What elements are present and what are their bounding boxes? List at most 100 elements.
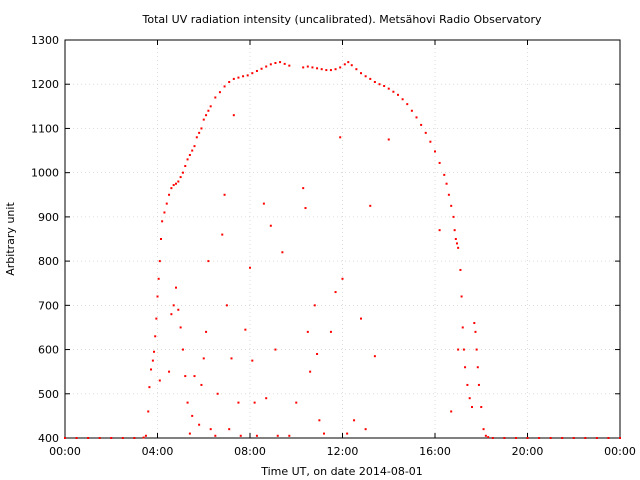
data-point	[200, 127, 203, 130]
data-point	[209, 105, 212, 108]
data-point	[369, 77, 372, 80]
data-point	[232, 114, 235, 117]
data-point	[191, 149, 194, 152]
y-tick-label: 900	[38, 211, 59, 224]
data-point	[133, 437, 136, 439]
data-point	[503, 437, 506, 439]
data-point	[205, 114, 208, 117]
x-tick-label: 16:00	[419, 445, 451, 458]
data-point	[353, 419, 356, 422]
data-point	[198, 131, 201, 134]
data-point	[153, 350, 156, 353]
data-point	[459, 268, 462, 271]
data-point	[269, 63, 272, 66]
data-point	[147, 410, 150, 413]
gridlines	[65, 40, 620, 438]
data-point	[151, 359, 154, 362]
data-point	[159, 238, 162, 240]
data-point	[184, 165, 187, 168]
data-point	[223, 193, 226, 196]
data-point	[429, 140, 432, 143]
data-point	[320, 68, 323, 71]
data-point	[453, 229, 456, 232]
data-point	[98, 437, 101, 439]
data-point	[424, 131, 427, 134]
y-tick-label: 600	[38, 344, 59, 357]
data-point	[341, 277, 344, 280]
data-point	[253, 401, 256, 404]
data-point	[269, 224, 272, 227]
data-point	[156, 295, 159, 298]
data-point	[202, 118, 205, 121]
data-point	[455, 242, 458, 245]
data-point	[237, 76, 240, 79]
data-point	[572, 437, 575, 439]
data-point	[462, 348, 465, 351]
chart-title: Total UV radiation intensity (uncalibrat…	[142, 13, 542, 26]
data-point	[198, 423, 201, 426]
data-point	[150, 368, 153, 371]
data-point	[397, 93, 399, 96]
y-tick-label: 400	[38, 432, 59, 445]
data-point	[325, 69, 328, 72]
data-point	[447, 193, 450, 196]
data-point	[177, 308, 180, 311]
data-point	[262, 202, 265, 205]
data-point	[283, 62, 286, 65]
data-point	[619, 437, 621, 439]
data-point	[188, 153, 191, 156]
data-point	[387, 138, 390, 141]
data-point	[276, 434, 279, 437]
data-point	[401, 98, 404, 101]
data-point	[242, 75, 245, 78]
data-point	[228, 81, 231, 84]
data-point	[464, 366, 467, 369]
data-point	[274, 62, 277, 64]
data-point	[221, 233, 224, 236]
data-points	[64, 61, 621, 439]
data-point	[476, 366, 479, 369]
data-point	[477, 383, 480, 386]
data-point	[251, 359, 254, 362]
data-point	[202, 357, 205, 360]
data-point	[216, 392, 219, 395]
data-point	[323, 432, 325, 435]
data-point	[172, 304, 175, 307]
data-point	[475, 348, 478, 351]
data-point	[420, 123, 423, 126]
data-point	[360, 317, 362, 320]
y-tick-label: 800	[38, 255, 59, 268]
data-point	[255, 69, 258, 72]
data-point	[195, 136, 198, 139]
x-tick-label: 04:00	[142, 445, 174, 458]
data-point	[249, 266, 251, 269]
data-point	[193, 375, 196, 378]
data-point	[205, 330, 208, 333]
data-point	[218, 91, 221, 94]
data-point	[186, 158, 189, 161]
data-point	[142, 436, 145, 439]
axis-ticks: 400 500 600 700 800 900 1000 1100 1200 1300 00:00 0…	[31, 34, 636, 458]
data-point	[487, 436, 490, 439]
y-axis-label: Arbitrary unit	[4, 202, 17, 276]
data-point	[383, 84, 386, 87]
data-point	[230, 357, 233, 360]
x-tick-label: 00:00	[604, 445, 636, 458]
data-point	[343, 63, 346, 66]
data-point	[214, 96, 217, 99]
y-tick-label: 1000	[31, 167, 59, 180]
data-point	[144, 434, 147, 437]
data-point	[165, 202, 168, 205]
y-tick-label: 1100	[31, 122, 59, 135]
data-point	[339, 136, 342, 139]
data-point	[172, 184, 175, 187]
data-point	[225, 304, 228, 307]
data-point	[549, 437, 552, 439]
data-point	[288, 434, 291, 437]
data-point	[445, 182, 448, 185]
data-point	[163, 211, 166, 214]
data-point	[450, 410, 453, 413]
data-point	[474, 330, 477, 333]
data-point	[514, 437, 517, 439]
data-point	[316, 67, 319, 70]
